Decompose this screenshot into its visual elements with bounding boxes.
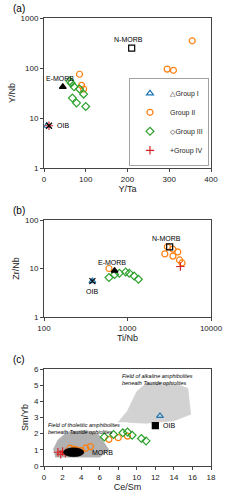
- svg-text:Ce/Sm: Ce/Sm: [114, 482, 142, 492]
- svg-text:OIB: OIB: [86, 288, 98, 295]
- svg-text:Ti/Nb: Ti/Nb: [117, 333, 138, 343]
- svg-text:1000: 1000: [21, 14, 39, 23]
- svg-text:3: 3: [34, 413, 39, 422]
- svg-text:6: 6: [97, 473, 102, 482]
- svg-text:N-MORB: N-MORB: [114, 36, 143, 43]
- svg-text:N-MORB: N-MORB: [152, 235, 181, 242]
- svg-text:(c): (c): [13, 354, 25, 365]
- svg-text:400: 400: [204, 175, 218, 184]
- svg-text:100: 100: [25, 64, 39, 73]
- svg-text:300: 300: [163, 175, 177, 184]
- svg-text:16: 16: [188, 473, 197, 482]
- svg-text:100: 100: [37, 324, 51, 333]
- svg-text:0: 0: [42, 175, 47, 184]
- svg-text:(b): (b): [13, 205, 25, 216]
- svg-text:4: 4: [34, 397, 39, 406]
- svg-text:Group II: Group II: [170, 109, 195, 117]
- svg-text:E-MORB: E-MORB: [46, 75, 74, 82]
- svg-text:+Group IV: +Group IV: [170, 147, 202, 155]
- svg-text:1: 1: [34, 446, 39, 455]
- svg-text:6: 6: [34, 365, 39, 374]
- svg-text:1: 1: [34, 164, 39, 173]
- svg-text:14: 14: [169, 473, 178, 482]
- svg-text:Y/Nb: Y/Nb: [7, 83, 17, 103]
- svg-text:△Group I: △Group I: [170, 90, 199, 98]
- svg-text:Field of tholeiitic amphibolit: Field of tholeiitic amphibolitesbeneath …: [48, 422, 120, 435]
- svg-text:1: 1: [34, 313, 39, 322]
- svg-text:Sm/Yb: Sm/Yb: [20, 404, 30, 431]
- svg-text:100: 100: [79, 175, 93, 184]
- svg-text:◇Group III: ◇Group III: [170, 128, 203, 136]
- svg-text:10: 10: [29, 264, 38, 273]
- svg-text:0: 0: [34, 462, 39, 471]
- svg-text:0: 0: [42, 473, 47, 482]
- svg-text:200: 200: [121, 175, 135, 184]
- svg-text:10: 10: [29, 114, 38, 123]
- svg-text:8: 8: [116, 473, 121, 482]
- svg-text:4: 4: [79, 473, 84, 482]
- svg-text:2: 2: [60, 473, 65, 482]
- svg-text:12: 12: [151, 473, 160, 482]
- svg-text:Zr/Nb: Zr/Nb: [11, 257, 21, 280]
- svg-text:MORB: MORB: [92, 449, 113, 456]
- svg-text:1000: 1000: [119, 324, 137, 333]
- svg-text:18: 18: [207, 473, 216, 482]
- svg-text:5: 5: [34, 381, 39, 390]
- svg-text:E-MORB: E-MORB: [98, 259, 126, 266]
- svg-text:2: 2: [34, 429, 39, 438]
- svg-text:OIB: OIB: [163, 422, 175, 429]
- svg-text:Field of alkaline amphibolites: Field of alkaline amphibolitesbeneath Ta…: [122, 373, 193, 386]
- svg-text:OIB: OIB: [57, 122, 69, 129]
- svg-text:10: 10: [132, 473, 141, 482]
- svg-text:10000: 10000: [200, 324, 223, 333]
- svg-text:Y/Ta: Y/Ta: [118, 184, 136, 194]
- svg-text:(a): (a): [13, 3, 25, 14]
- svg-text:100: 100: [25, 216, 39, 225]
